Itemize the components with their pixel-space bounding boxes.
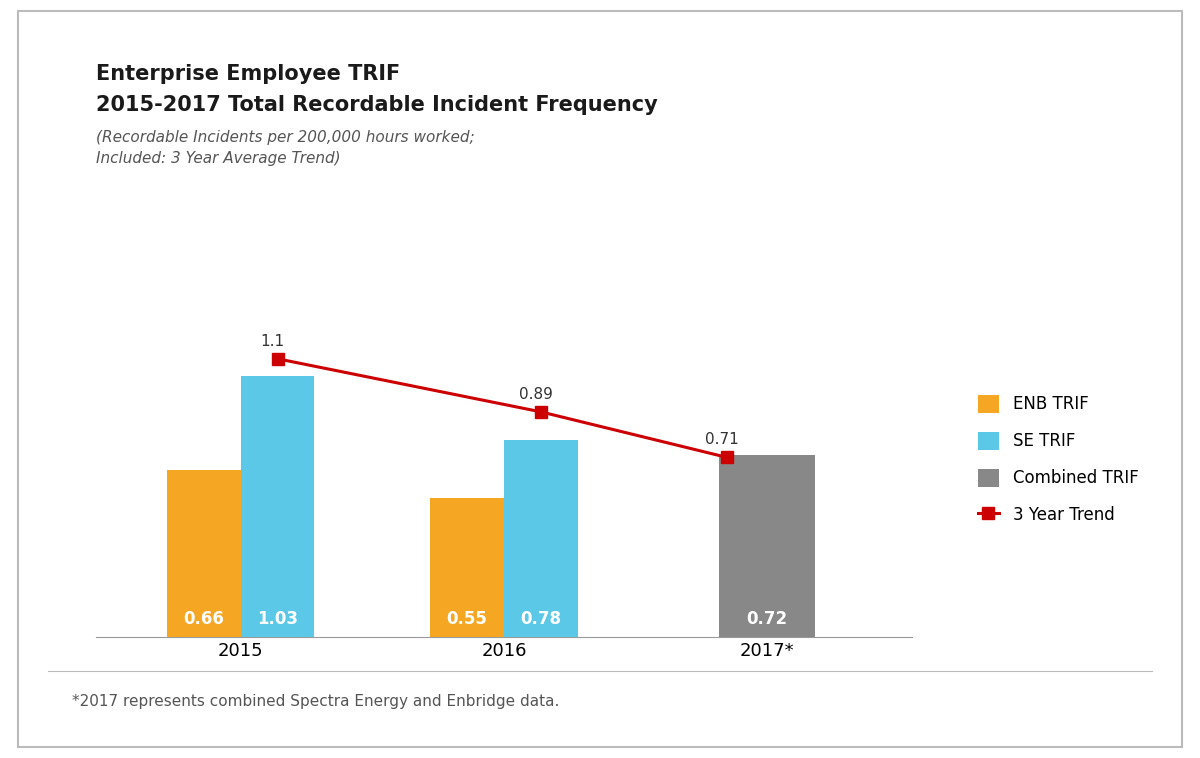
Text: 2015-2017 Total Recordable Incident Frequency: 2015-2017 Total Recordable Incident Freq…: [96, 95, 658, 114]
Text: 0.71: 0.71: [704, 432, 738, 447]
Text: 0.55: 0.55: [446, 610, 487, 628]
Text: *2017 represents combined Spectra Energy and Enbridge data.: *2017 represents combined Spectra Energy…: [72, 694, 559, 709]
Text: (Recordable Incidents per 200,000 hours worked;
Included: 3 Year Average Trend): (Recordable Incidents per 200,000 hours …: [96, 130, 475, 166]
Text: 1.1: 1.1: [260, 334, 284, 349]
Legend: ENB TRIF, SE TRIF, Combined TRIF, 3 Year Trend: ENB TRIF, SE TRIF, Combined TRIF, 3 Year…: [970, 386, 1147, 533]
Text: Enterprise Employee TRIF: Enterprise Employee TRIF: [96, 64, 401, 84]
Bar: [719, 455, 815, 637]
Text: 0.78: 0.78: [521, 610, 562, 628]
Bar: [167, 470, 241, 637]
Text: 0.66: 0.66: [184, 610, 224, 628]
Bar: [241, 377, 314, 637]
Bar: [504, 440, 577, 637]
Text: 0.72: 0.72: [746, 610, 787, 628]
Text: 1.03: 1.03: [257, 610, 298, 628]
Text: 0.89: 0.89: [518, 387, 552, 402]
Bar: [431, 498, 504, 637]
